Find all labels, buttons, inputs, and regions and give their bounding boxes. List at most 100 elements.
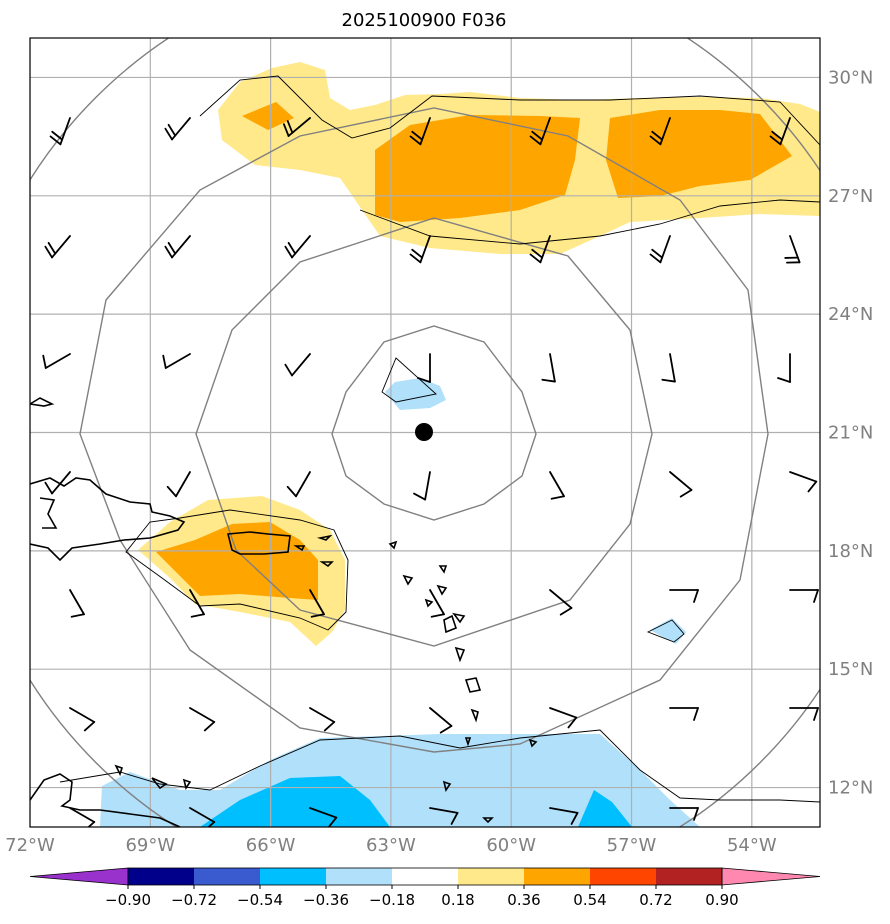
figure-title: 2025100900 F036 — [342, 10, 507, 31]
wind-barb — [777, 353, 791, 383]
lon-tick-label: 63°W — [366, 835, 416, 856]
contour-north-lower — [359, 199, 820, 245]
longitude-labels: 72°W 69°W 66°W 63°W 60°W 57°W 54°W — [5, 835, 777, 856]
coastline-islands-2 — [402, 565, 448, 608]
lon-tick-label: 69°W — [125, 835, 175, 856]
negative-anomaly-light-center — [385, 378, 446, 410]
colorbar-segment — [656, 868, 722, 885]
wind-barb — [669, 471, 693, 498]
colorbar-tick-label: −0.36 — [303, 891, 349, 909]
lon-tick-label: 60°W — [486, 835, 536, 856]
wind-barb — [529, 117, 551, 146]
wind-barb — [284, 235, 311, 259]
wind-barb — [649, 117, 671, 146]
colorbar-tick-label: 0.90 — [705, 891, 738, 909]
wind-barb — [309, 589, 325, 618]
coastline-islands-1 — [293, 534, 398, 568]
coastline-puerto-rico — [226, 531, 291, 555]
wind-barb — [549, 707, 578, 729]
colorbar-tick-label: −0.90 — [105, 891, 151, 909]
colorbar-segment — [194, 868, 260, 885]
latitude-labels: 30°N 27°N 24°N 21°N 18°N 15°N 12°N — [828, 67, 873, 798]
contour-east — [646, 619, 685, 643]
colorbar: −0.90 −0.72 −0.54 −0.36 −0.18 0.18 0.36 0.54 0.7… — [29, 867, 821, 909]
wind-barb — [42, 353, 71, 369]
wind-barb — [649, 235, 671, 264]
wind-barb — [69, 807, 96, 827]
wind-barb — [189, 807, 216, 827]
wind-barb — [309, 707, 336, 732]
wind-barb — [69, 589, 85, 618]
wind-barb — [769, 117, 791, 146]
coastline-cuba-east — [30, 397, 55, 407]
lat-tick-label: 12°N — [828, 778, 873, 799]
wind-barb — [789, 471, 818, 493]
contour-center — [381, 357, 437, 403]
wind-barb — [669, 589, 699, 603]
colorbar-tick-label: −0.18 — [369, 891, 415, 909]
wind-barb — [669, 807, 699, 821]
colorbar-segment — [458, 868, 524, 885]
contour-south — [59, 729, 820, 803]
wind-barb — [189, 707, 216, 732]
wind-barb — [49, 117, 71, 146]
negative-anomaly-mid-south-2 — [578, 790, 632, 827]
lat-tick-label: 24°N — [828, 304, 873, 325]
lat-tick-label: 21°N — [828, 423, 873, 444]
coastline-islands-3 — [443, 612, 482, 693]
contour-north — [199, 75, 820, 146]
negative-anomaly-light-east — [650, 618, 686, 644]
graticule — [30, 38, 820, 827]
colorbar-segment — [590, 868, 656, 885]
wind-barb — [429, 807, 459, 825]
wind-barb — [69, 707, 96, 732]
lat-tick-label: 27°N — [828, 186, 873, 207]
wind-barb — [309, 807, 338, 827]
wind-barb — [541, 353, 556, 383]
range-ring-2 — [195, 217, 653, 647]
coastline-hispaniola — [30, 477, 186, 562]
contour-outlines — [59, 75, 820, 803]
wind-barb — [784, 235, 801, 264]
coastline-south-america — [30, 773, 181, 827]
range-ring-1 — [331, 325, 537, 521]
wind-barb — [549, 589, 573, 616]
wind-barb — [164, 117, 191, 141]
wind-barb — [549, 471, 565, 500]
colorbar-tick-label: 0.36 — [507, 891, 540, 909]
coastline-islands-5 — [114, 764, 192, 790]
map-area — [30, 38, 820, 827]
wind-barb — [283, 117, 311, 137]
wind-barb — [549, 807, 579, 825]
wind-barb — [286, 471, 311, 498]
lon-tick-label: 66°W — [246, 835, 296, 856]
colorbar-outline — [127, 867, 723, 886]
colorbar-segment — [326, 868, 392, 885]
wind-barb — [44, 471, 71, 495]
wind-barb — [284, 353, 311, 377]
positive-anomaly-mid-pr — [156, 522, 318, 600]
positive-anomaly-mid-north-3 — [242, 102, 294, 130]
lat-tick-label: 15°N — [828, 659, 873, 680]
colorbar-segment — [260, 868, 326, 885]
colorbar-segment — [524, 868, 590, 885]
wind-barb — [529, 235, 551, 264]
lat-tick-label: 18°N — [828, 541, 873, 562]
wind-barb — [789, 589, 819, 603]
wind-barb — [189, 589, 205, 618]
coastline-islands-4 — [442, 708, 538, 824]
map-frame — [29, 37, 821, 828]
storm-center-marker — [415, 423, 433, 441]
wind-barb — [661, 353, 676, 383]
coastline-hispaniola-2 — [39, 497, 58, 529]
range-rings — [30, 38, 820, 827]
wind-barb — [789, 707, 819, 721]
colorbar-tick-label: 0.18 — [441, 891, 474, 909]
wind-barb — [669, 707, 699, 721]
wind-barb — [417, 353, 431, 383]
wind-barb — [413, 471, 431, 501]
wind-barb — [429, 589, 445, 618]
wind-barb — [44, 235, 71, 259]
colorbar-extend-low — [29, 867, 129, 886]
